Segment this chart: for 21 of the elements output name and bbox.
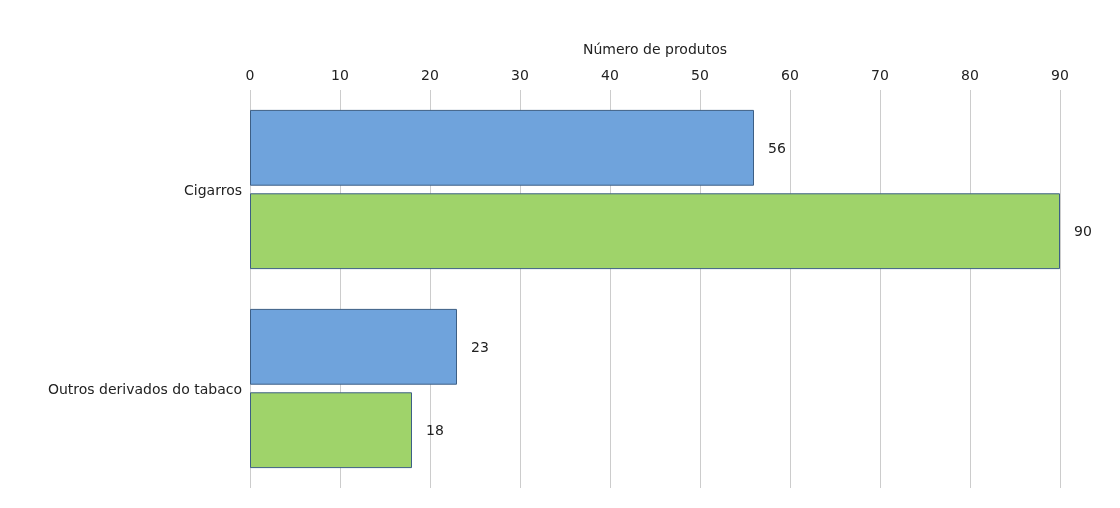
- y-tick-label: Cigarros: [184, 181, 242, 198]
- x-tick-label: 50: [691, 67, 709, 83]
- x-tick-label: 40: [601, 67, 619, 83]
- x-tick-label: 80: [961, 67, 979, 83]
- data-label: 18: [426, 422, 444, 439]
- x-tick-label: 10: [331, 67, 349, 83]
- bar: [250, 109, 754, 186]
- data-label: 56: [768, 139, 786, 156]
- x-tick-label: 90: [1051, 67, 1069, 83]
- x-tick-label: 70: [871, 67, 889, 83]
- x-tick-label: 20: [421, 67, 439, 83]
- data-label: 90: [1074, 223, 1092, 240]
- bar: [250, 392, 412, 469]
- bar: [250, 193, 1060, 270]
- x-tick-label: 60: [781, 67, 799, 83]
- x-tick-label: 30: [511, 67, 529, 83]
- bar: [250, 308, 457, 385]
- x-axis-title: Número de produtos: [582, 41, 728, 57]
- data-label: 23: [471, 338, 489, 355]
- x-tick-label: 0: [245, 67, 255, 83]
- y-tick-label: Outros derivados do tabaco: [47, 380, 242, 397]
